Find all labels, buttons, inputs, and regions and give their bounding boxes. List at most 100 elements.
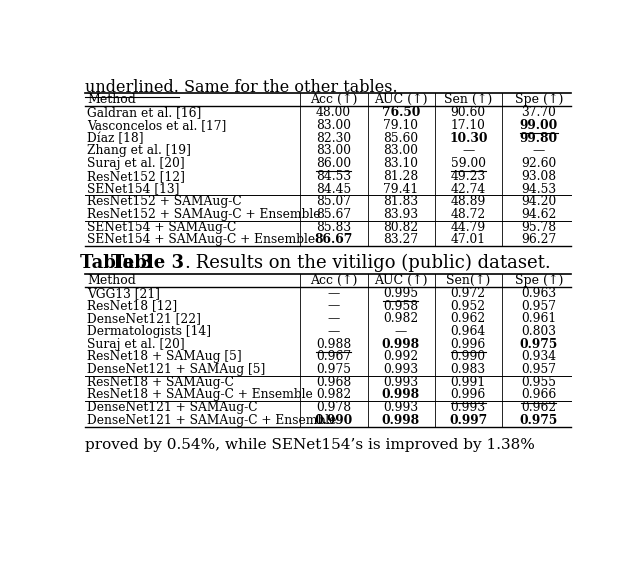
Text: 0.975: 0.975: [520, 414, 558, 427]
Text: 0.990: 0.990: [314, 414, 353, 427]
Text: 83.00: 83.00: [383, 144, 419, 157]
Text: 48.89: 48.89: [451, 195, 486, 208]
Text: underlined. Same for the other tables.: underlined. Same for the other tables.: [84, 79, 397, 96]
Text: Table 3: Table 3: [111, 254, 184, 272]
Text: 0.962: 0.962: [451, 312, 486, 325]
Text: 0.998: 0.998: [382, 338, 420, 351]
Text: 0.963: 0.963: [521, 287, 556, 300]
Text: —: —: [462, 144, 474, 157]
Text: 0.982: 0.982: [316, 389, 351, 401]
Text: 85.83: 85.83: [316, 221, 351, 234]
Text: —: —: [327, 325, 340, 338]
Text: 0.993: 0.993: [383, 363, 419, 376]
Text: Acc (↑): Acc (↑): [310, 93, 357, 107]
Text: ResNet18 + SAMAug-C: ResNet18 + SAMAug-C: [87, 376, 234, 389]
Text: —: —: [327, 287, 340, 300]
Text: AUC (↑): AUC (↑): [374, 274, 428, 287]
Text: 48.00: 48.00: [316, 107, 351, 119]
Text: 83.27: 83.27: [383, 233, 419, 246]
Text: proved by 0.54%, while SENet154’s is improved by 1.38%: proved by 0.54%, while SENet154’s is imp…: [84, 438, 534, 452]
Text: .: .: [184, 254, 190, 272]
Text: 0.992: 0.992: [383, 350, 419, 364]
Text: 86.67: 86.67: [314, 233, 353, 246]
Text: 0.968: 0.968: [316, 376, 351, 389]
Text: 90.60: 90.60: [451, 107, 486, 119]
Text: 0.993: 0.993: [451, 401, 486, 414]
Text: 0.993: 0.993: [383, 401, 419, 414]
Text: 84.53: 84.53: [316, 170, 351, 183]
Text: 49.23: 49.23: [451, 170, 486, 183]
Text: 86.00: 86.00: [316, 157, 351, 170]
Text: 37.70: 37.70: [522, 107, 556, 119]
Text: 0.803: 0.803: [522, 325, 556, 338]
Text: SENet154 + SAMAug-C + Ensemble: SENet154 + SAMAug-C + Ensemble: [87, 233, 315, 246]
Text: 0.996: 0.996: [451, 389, 486, 401]
Text: Galdran et al. [16]: Galdran et al. [16]: [87, 107, 201, 119]
Text: 17.10: 17.10: [451, 119, 486, 132]
Text: ResNet152 [12]: ResNet152 [12]: [87, 170, 185, 183]
Text: 99.80: 99.80: [520, 131, 558, 145]
Text: ResNet152 + SAMAug-C + Ensemble: ResNet152 + SAMAug-C + Ensemble: [87, 208, 321, 221]
Text: Sen(↑): Sen(↑): [446, 274, 490, 287]
Text: VGG13 [21]: VGG13 [21]: [87, 287, 160, 300]
Text: 0.952: 0.952: [451, 299, 486, 313]
Text: 0.934: 0.934: [521, 350, 556, 364]
Text: 0.957: 0.957: [522, 299, 556, 313]
Text: DenseNet121 + SAMAug [5]: DenseNet121 + SAMAug [5]: [87, 363, 265, 376]
Text: 0.983: 0.983: [451, 363, 486, 376]
Text: Vasconcelos et al. [17]: Vasconcelos et al. [17]: [87, 119, 226, 132]
Text: DenseNet121 [22]: DenseNet121 [22]: [87, 312, 201, 325]
Text: ResNet18 [12]: ResNet18 [12]: [87, 299, 177, 313]
Text: 81.28: 81.28: [383, 170, 419, 183]
Text: 0.997: 0.997: [449, 414, 488, 427]
Text: 94.20: 94.20: [521, 195, 556, 208]
Text: 0.998: 0.998: [382, 414, 420, 427]
Text: 0.991: 0.991: [451, 376, 486, 389]
Text: 0.957: 0.957: [522, 363, 556, 376]
Text: 79.41: 79.41: [383, 182, 419, 196]
Text: ResNet18 + SAMAug-C + Ensemble: ResNet18 + SAMAug-C + Ensemble: [87, 389, 313, 401]
Text: 0.975: 0.975: [316, 363, 351, 376]
Text: 0.993: 0.993: [383, 376, 419, 389]
Text: 0.998: 0.998: [382, 389, 420, 401]
Text: Table 3: Table 3: [111, 254, 184, 272]
Text: 92.60: 92.60: [521, 157, 556, 170]
Text: 0.978: 0.978: [316, 401, 351, 414]
Text: underlined.: underlined.: [84, 79, 179, 96]
Text: 83.00: 83.00: [316, 119, 351, 132]
Text: 85.67: 85.67: [316, 208, 351, 221]
Text: Table 3: Table 3: [80, 254, 153, 272]
Text: 0.966: 0.966: [521, 389, 556, 401]
Text: 80.82: 80.82: [383, 221, 419, 234]
Text: .: .: [80, 254, 86, 272]
Text: Results on the vitiligo (public) dataset.: Results on the vitiligo (public) dataset…: [80, 254, 441, 272]
Text: 83.10: 83.10: [383, 157, 419, 170]
Text: AUC (↑): AUC (↑): [374, 93, 428, 107]
Text: SENet154 + SAMAug-C: SENet154 + SAMAug-C: [87, 221, 236, 234]
Text: Spe (↑): Spe (↑): [515, 274, 563, 287]
Text: Suraj et al. [20]: Suraj et al. [20]: [87, 157, 184, 170]
Text: 0.967: 0.967: [316, 350, 351, 364]
Text: 85.60: 85.60: [383, 131, 419, 145]
Text: 0.988: 0.988: [316, 338, 351, 351]
Text: Results on the vitiligo (public) dataset.: Results on the vitiligo (public) dataset…: [190, 254, 551, 272]
Text: 81.83: 81.83: [383, 195, 419, 208]
Text: DenseNet121 + SAMAug-C: DenseNet121 + SAMAug-C: [87, 401, 257, 414]
Text: Díaz [18]: Díaz [18]: [87, 131, 143, 145]
Text: 0.964: 0.964: [451, 325, 486, 338]
Text: 44.79: 44.79: [451, 221, 486, 234]
Text: —: —: [395, 325, 407, 338]
Text: Table 3. Results on the vitiligo (public) dataset.: Table 3. Results on the vitiligo (public…: [80, 254, 513, 272]
Text: 0.972: 0.972: [451, 287, 486, 300]
Text: .: .: [184, 254, 190, 272]
Text: 47.01: 47.01: [451, 233, 486, 246]
Text: 0.955: 0.955: [522, 376, 556, 389]
Text: 79.10: 79.10: [383, 119, 419, 132]
Text: SENet154 [13]: SENet154 [13]: [87, 182, 179, 196]
Text: ResNet18 + SAMAug [5]: ResNet18 + SAMAug [5]: [87, 350, 242, 364]
Text: 59.00: 59.00: [451, 157, 486, 170]
Text: 0.995: 0.995: [383, 287, 419, 300]
Text: 0.958: 0.958: [383, 299, 419, 313]
Text: Suraj et al. [20]: Suraj et al. [20]: [87, 338, 184, 351]
Text: —: —: [327, 299, 340, 313]
